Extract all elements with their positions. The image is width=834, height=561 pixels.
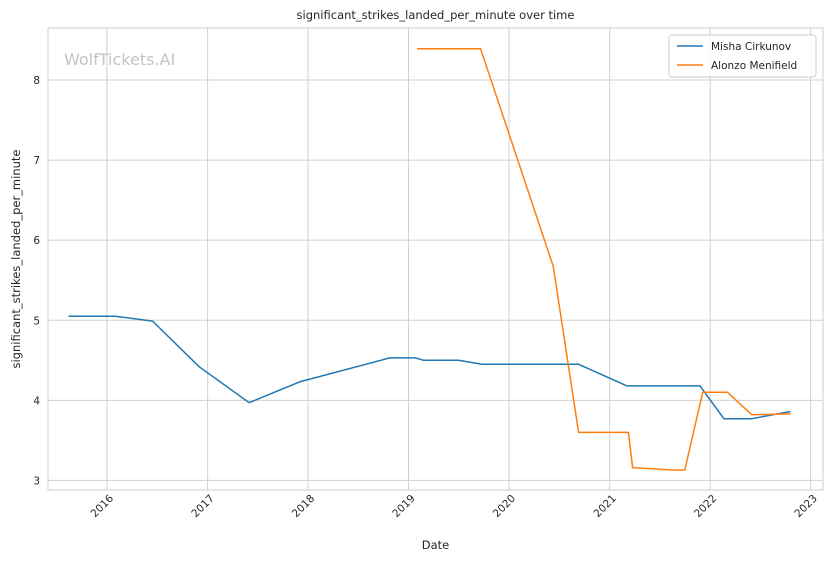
- watermark-text: WolfTickets.AI: [64, 50, 175, 69]
- x-tick-label-2020: 2020: [491, 493, 518, 520]
- y-tick-label-3: 3: [33, 475, 40, 487]
- y-tick-label-4: 4: [33, 395, 40, 407]
- y-tick-label-8: 8: [33, 75, 40, 87]
- y-axis-ticks: 3 4 5 6 7 8: [33, 75, 40, 487]
- y-tick-label-7: 7: [33, 155, 40, 167]
- x-tick-label-2022: 2022: [692, 493, 719, 520]
- grid: [48, 28, 823, 490]
- chart-title: significant_strikes_landed_per_minute ov…: [297, 8, 575, 22]
- x-tick-label-2017: 2017: [189, 493, 216, 520]
- x-tick-label-2021: 2021: [592, 493, 619, 520]
- plot-area-frame: [47, 27, 824, 491]
- y-tick-label-5: 5: [33, 315, 40, 327]
- legend-label-misha-cirkunov: Misha Cirkunov: [711, 41, 791, 53]
- series-line-misha-cirkunov: [68, 315, 791, 420]
- y-tick-label-6: 6: [33, 235, 40, 247]
- series-lines: [68, 48, 791, 471]
- legend-box: [668, 34, 817, 78]
- legend-label-alonzo-menifield: Alonzo Menifield: [711, 60, 797, 72]
- legend: Misha Cirkunov Alonzo Menifield: [668, 34, 817, 78]
- x-tick-label-2016: 2016: [89, 492, 117, 520]
- x-axis-ticks: 2016 2017 2018 2019 2020 2021 2022 2023: [89, 492, 820, 520]
- x-tick-label-2018: 2018: [290, 493, 317, 520]
- series-line-alonzo-menifield: [417, 48, 791, 471]
- x-axis-label: Date: [422, 538, 450, 552]
- y-axis-label: significant_strikes_landed_per_minute: [9, 150, 23, 369]
- x-tick-label-2019: 2019: [390, 493, 417, 520]
- x-tick-label-2023: 2023: [792, 493, 819, 520]
